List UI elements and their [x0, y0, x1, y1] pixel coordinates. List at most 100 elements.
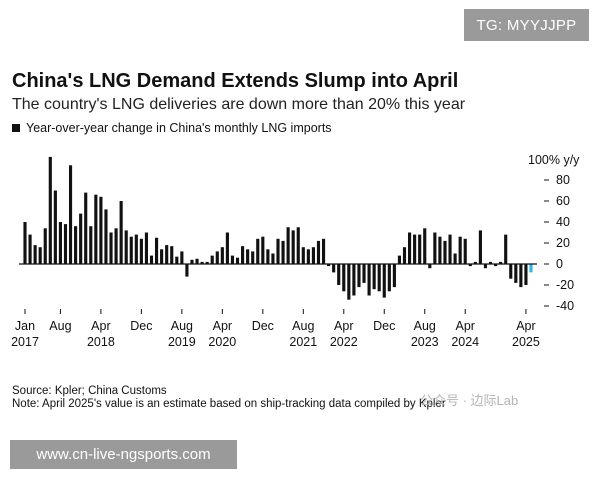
- x-tick-month: Apr: [455, 319, 474, 333]
- y-tick-label: 40: [556, 215, 570, 229]
- note-line: Note: April 2025's value is an estimate …: [12, 398, 446, 410]
- channel-tag: TG: MYYJJPP: [464, 9, 589, 41]
- bar: [316, 240, 321, 264]
- x-tick-year: 2022: [330, 335, 358, 349]
- x-tick-month: Aug: [292, 319, 314, 333]
- y-axis-unit: 100% y/y: [528, 153, 580, 167]
- source-line: Source: Kpler; China Customs: [12, 385, 167, 397]
- x-tick-month: Aug: [49, 319, 71, 333]
- bar: [225, 232, 229, 264]
- bar: [79, 213, 83, 264]
- bar: [327, 264, 331, 267]
- bar: [509, 264, 513, 279]
- bar: [483, 264, 488, 269]
- bar: [413, 234, 417, 264]
- bar: [362, 264, 366, 283]
- y-tick-label: 20: [556, 236, 570, 250]
- bar: [281, 240, 285, 264]
- bar: [104, 209, 108, 264]
- bar: [377, 264, 381, 292]
- bar: [276, 238, 280, 264]
- bar: [448, 234, 452, 264]
- bar: [418, 234, 422, 264]
- x-tick-year: 2020: [208, 335, 236, 349]
- bar: [352, 264, 356, 296]
- bar: [438, 236, 442, 264]
- bar: [524, 264, 528, 285]
- bar: [251, 251, 255, 264]
- bar: [185, 264, 189, 277]
- chart-title: China's LNG Demand Extends Slump into Ap…: [12, 70, 459, 92]
- bar: [443, 240, 447, 264]
- url-banner[interactable]: www.cn-live-ngsports.com: [10, 440, 237, 469]
- bar: [23, 222, 27, 264]
- bar: [428, 264, 432, 269]
- bar: [473, 261, 477, 264]
- bar: [397, 255, 402, 264]
- bar: [246, 249, 250, 264]
- x-tick-month: Dec: [252, 319, 274, 333]
- bar: [220, 247, 224, 264]
- bar: [200, 261, 204, 264]
- bar: [332, 264, 336, 273]
- bar: [215, 251, 219, 264]
- y-tick-label: -40: [556, 299, 574, 313]
- y-tick-label: -20: [556, 278, 574, 292]
- bar: [433, 232, 437, 264]
- bar: [494, 264, 498, 267]
- x-tick-month: Aug: [414, 319, 436, 333]
- bar: [124, 230, 128, 264]
- bar: [99, 196, 103, 264]
- bar: [367, 264, 371, 296]
- x-tick-month: Aug: [171, 319, 193, 333]
- bar: [154, 237, 159, 264]
- x-tick-year: 2021: [289, 335, 317, 349]
- y-tick-label: 80: [556, 173, 570, 187]
- watermark: 公众号 · 边际Lab: [420, 393, 519, 408]
- bar: [129, 236, 133, 264]
- x-tick-year: 2024: [451, 335, 479, 349]
- bar: [423, 228, 427, 264]
- bar: [114, 228, 118, 264]
- bar: [205, 261, 209, 264]
- legend-swatch: [12, 124, 20, 132]
- chart-area: 80 60 40 20 0 -20 -40 Jan 2017 Aug Apr 2018 Dec Aug 20…: [11, 156, 574, 349]
- x-tick-month: Apr: [516, 319, 535, 333]
- bar: [387, 264, 391, 292]
- bar: [453, 253, 457, 264]
- bar: [74, 226, 78, 264]
- bar: [504, 234, 508, 264]
- x-tick-month: Apr: [213, 319, 232, 333]
- bar: [256, 238, 260, 264]
- bar: [407, 232, 412, 264]
- legend-label: Year-over-year change in China's monthly…: [26, 121, 332, 135]
- bar: [286, 227, 290, 264]
- bar: [499, 261, 503, 264]
- bar: [372, 264, 376, 290]
- bar: [109, 232, 113, 264]
- bar: [190, 259, 194, 264]
- x-tick-year: 2018: [87, 335, 115, 349]
- x-tick-year: 2019: [168, 335, 196, 349]
- bar: [89, 226, 93, 264]
- bar: [296, 227, 300, 264]
- bar: [58, 222, 62, 264]
- x-tick-year: 2017: [11, 335, 39, 349]
- bar: [160, 249, 164, 264]
- bar: [337, 264, 341, 285]
- bar: [53, 190, 57, 264]
- bar: [519, 264, 523, 288]
- bar: [488, 261, 493, 264]
- bar: [139, 238, 143, 264]
- bar: [235, 257, 240, 264]
- bar: [119, 201, 123, 264]
- bar: [33, 245, 37, 264]
- bar: [43, 228, 47, 264]
- bar: [84, 192, 88, 264]
- bar: [261, 236, 265, 264]
- x-tick-month: Dec: [130, 319, 152, 333]
- bar: [144, 232, 149, 264]
- bar: [321, 238, 326, 264]
- x-tick-year: 2023: [411, 335, 439, 349]
- bar: [271, 253, 275, 264]
